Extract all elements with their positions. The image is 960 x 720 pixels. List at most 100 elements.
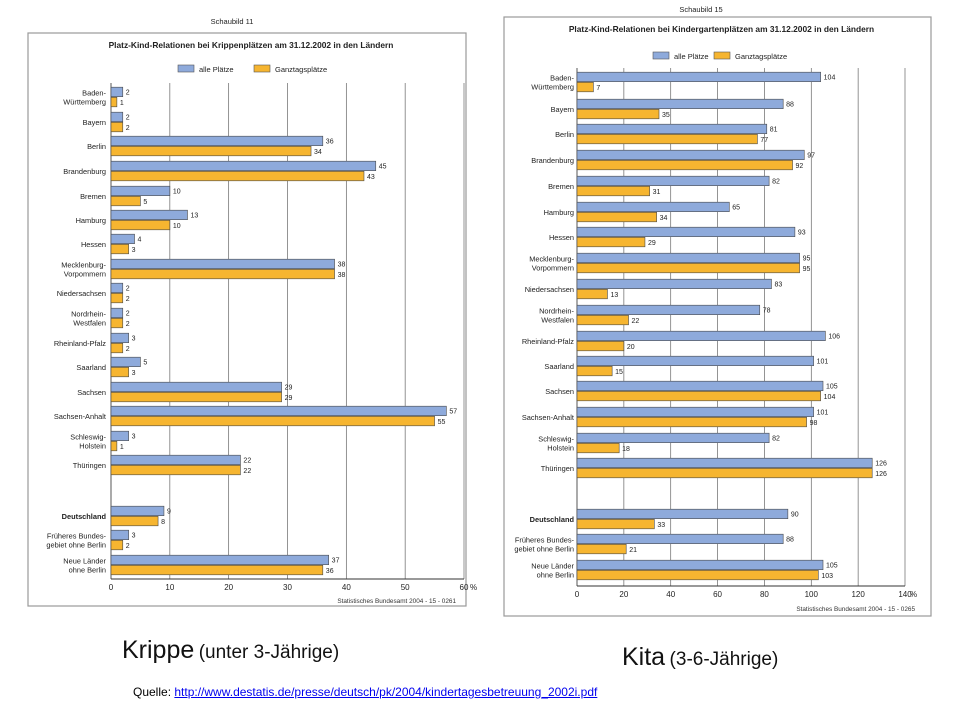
bar-value-label: 29 [285,395,293,402]
bar-value-label: 45 [379,164,387,171]
bar-ganztagsplaetze [576,212,657,223]
bar-alle-plaetze [110,332,129,344]
category-label: Mecklenburg- [529,255,574,264]
bar-alle-plaetze [576,123,768,134]
bar-value-label: 2 [126,311,130,318]
x-tick-label: 60 [713,590,722,599]
category-label: Neue Länder [63,557,106,566]
category-label: Vorpommern [64,270,106,279]
category-label: Berlin [87,142,106,151]
bar-alle-plaetze [576,432,770,444]
legend-swatch-1 [713,51,731,60]
source-link[interactable]: http://www.destatis.de/presse/deutsch/pk… [174,685,598,699]
bar-ganztagsplaetze [110,564,324,576]
bar-value-label: 126 [875,471,887,478]
bar-alle-plaetze [576,201,730,212]
bar-value-label: 105 [826,563,838,570]
bar-value-label: 37 [332,558,340,565]
category-label: Hessen [549,233,574,242]
bar-ganztagsplaetze [110,515,159,527]
bar-value-label: 4 [138,237,142,244]
category-label: Früheres Bundes- [47,532,107,541]
category-label: Bayern [83,118,106,127]
bar-value-label: 2 [126,346,130,353]
category-label: Bayern [551,105,574,114]
bar-ganztagsplaetze [576,314,629,326]
x-tick-label: 20 [619,590,628,599]
bar-value-label: 3 [132,336,136,343]
category-label: Holstein [547,444,574,453]
bar-value-label: 10 [173,223,181,230]
bar-value-label: 21 [629,547,637,554]
bar-ganztagsplaetze [110,220,171,231]
x-tick-label: 120 [851,590,865,599]
bar-ganztagsplaetze [110,146,312,157]
caption-krippe-subtitle: (unter 3-Jährige) [198,642,340,663]
legend-swatch-1 [253,64,271,73]
bar-value-label: 8 [161,519,165,526]
bar-alle-plaetze [110,454,241,466]
bar-alle-plaetze [110,356,141,368]
bar-ganztagsplaetze [110,268,335,280]
category-label: Thüringen [73,461,106,470]
bar-ganztagsplaetze [110,171,365,182]
bar-alle-plaetze [576,226,796,237]
category-label: Früheres Bundes- [515,536,575,545]
chart-frame [27,32,467,607]
bar-ganztagsplaetze [576,569,819,581]
bar-value-label: 98 [810,420,818,427]
bar-value-label: 7 [596,85,600,92]
category-label: Vorpommern [532,264,574,273]
bar-value-label: 82 [772,436,780,443]
bar-value-label: 3 [132,370,136,377]
bar-ganztagsplaetze [110,244,129,255]
legend-label-1: Ganztagsplätze [275,65,327,74]
bar-ganztagsplaetze [576,82,594,93]
bar-ganztagsplaetze [576,262,800,274]
category-label: Sachsen [545,387,574,396]
bar-value-label: 90 [791,512,799,519]
bar-alle-plaetze [110,185,171,196]
bar-alle-plaetze [110,160,377,171]
category-label: Hessen [81,240,106,249]
bar-alle-plaetze [576,304,761,316]
category-label: Niedersachsen [525,285,574,294]
category-label: Rheinland-Pfalz [522,337,574,346]
bar-value-label: 88 [786,102,794,109]
category-label: Württemberg [531,83,574,92]
bar-value-label: 104 [824,75,836,82]
source-line: Quelle: http://www.destatis.de/presse/de… [133,685,597,699]
bar-value-label: 103 [821,573,833,580]
bar-alle-plaetze [576,149,805,160]
x-tick-label: 0 [109,583,114,592]
bar-value-label: 1 [120,100,124,107]
category-label: Rheinland-Pfalz [54,339,106,348]
category-label: Schleswig- [538,435,574,444]
bar-value-label: 101 [817,410,829,417]
category-label: Deutschland [62,512,107,521]
bar-value-label: 95 [803,256,811,263]
category-label: Württemberg [63,98,106,107]
legend-swatch-0 [177,64,195,73]
bar-value-label: 13 [610,292,618,299]
bar-ganztagsplaetze [576,134,758,145]
bar-alle-plaetze [110,258,335,270]
category-label: Baden- [82,89,106,98]
bar-ganztagsplaetze [576,160,793,171]
bar-alle-plaetze [576,380,824,392]
x-tick-label: 0 [575,590,580,599]
bar-alle-plaetze [110,505,165,517]
bar-value-label: 2 [126,115,130,122]
bar-value-label: 55 [438,419,446,426]
bar-value-label: 3 [132,434,136,441]
category-label: Nordrhein- [539,307,574,316]
bar-ganztagsplaetze [576,390,821,402]
category-label: Baden- [550,74,574,83]
bar-alle-plaetze [576,330,826,342]
bar-value-label: 3 [132,247,136,254]
bar-value-label: 82 [772,179,780,186]
bar-value-label: 101 [817,359,829,366]
bar-value-label: 38 [338,272,346,279]
bar-alle-plaetze [110,282,124,294]
